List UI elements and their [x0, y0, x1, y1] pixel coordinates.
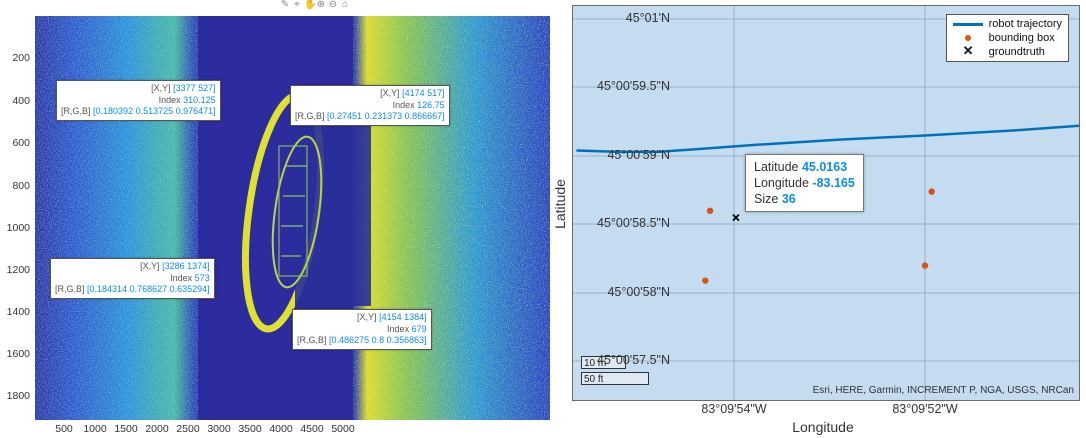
- home-icon[interactable]: ⌂: [341, 0, 349, 10]
- lon-tick-label: 83°09'52"W: [892, 402, 958, 416]
- legend-label: bounding box: [988, 32, 1055, 44]
- brush-icon[interactable]: ✎: [280, 0, 290, 10]
- datatip-value: 310.125: [183, 94, 216, 105]
- dot-marker-icon: [951, 31, 985, 45]
- x-tick-label: 1500: [114, 423, 138, 435]
- y-tick-label: 800: [12, 180, 30, 192]
- datatip-label: Index: [392, 99, 415, 110]
- datatip[interactable]: [X,Y] [3286 1374] Index 573 [R,G,B] [0.1…: [50, 258, 215, 299]
- datatip-value: [0.180392 0.513725 0.976471]: [93, 106, 216, 116]
- datatip-label: Index: [158, 94, 181, 105]
- datatip[interactable]: [X,Y] [4174 517] Index 126.75 [R,G,B] [0…: [290, 85, 450, 126]
- x-tick-label: 2500: [176, 423, 200, 435]
- sonar-figure: ✎ ⌖ ✋ ⊕ ⊖ ⌂: [6, 0, 550, 435]
- lat-tick-label: 45°00'59.5"N: [597, 79, 670, 93]
- x-tick-label: 3500: [238, 423, 262, 435]
- legend[interactable]: robot trajectory bounding box ✕ groundtr…: [945, 14, 1069, 62]
- zoom-in-icon[interactable]: ⊕: [316, 0, 326, 10]
- datatip-label: Size: [754, 192, 779, 206]
- datatip-value: [4154 1384]: [379, 312, 427, 322]
- geoplot-figure: Latitude robot trajectory: [552, 0, 1086, 438]
- datatip-label: [R,G,B]: [295, 111, 325, 121]
- datatip-value: 573: [194, 272, 210, 283]
- scale-bar-imperial: 50 ft: [581, 372, 649, 385]
- datatip-icon[interactable]: ⌖: [294, 0, 300, 10]
- datatip-label: Latitude: [754, 160, 799, 174]
- datatip-value: [4174 517]: [402, 88, 445, 98]
- bounding-box-marker[interactable]: [706, 207, 714, 214]
- y-tick-label: 400: [12, 95, 30, 107]
- datatip-label: Index: [387, 323, 410, 334]
- trajectory-line-icon: [951, 17, 985, 31]
- y-tick-label: 1600: [6, 348, 30, 360]
- legend-item: bounding box: [951, 31, 1062, 45]
- robot-trajectory-line[interactable]: [576, 124, 1079, 154]
- legend-item: robot trajectory: [951, 17, 1062, 31]
- x-tick-label: 4500: [300, 423, 324, 435]
- y-tick-label: 1800: [6, 390, 30, 402]
- datatip-label: [R,G,B]: [297, 335, 327, 345]
- datatip-value: [3286 1374]: [162, 261, 210, 271]
- x-tick-label: 500: [55, 423, 73, 435]
- legend-item: ✕ groundtruth: [951, 43, 1062, 59]
- x-tick-label: 3000: [207, 423, 231, 435]
- datatip[interactable]: [X,Y] [4154 1384] Index 679 [R,G,B] [0.4…: [292, 309, 432, 350]
- datatip-label: [R,G,B]: [55, 284, 85, 294]
- sonar-image-axes[interactable]: [35, 16, 550, 420]
- bounding-box-marker[interactable]: [921, 262, 929, 269]
- datatip-value: [0.486275 0.8 0.356863]: [329, 335, 427, 345]
- datatip[interactable]: Latitude 45.0163 Longitude -83.165 Size …: [745, 154, 864, 212]
- x-axis-label: Longitude: [792, 419, 854, 435]
- legend-label: robot trajectory: [988, 18, 1062, 30]
- bounding-box-marker[interactable]: [928, 188, 935, 195]
- lon-tick-label: 83°09'54"W: [701, 402, 767, 416]
- datatip[interactable]: [X,Y] [3377 527] Index 310.125 [R,G,B] […: [56, 80, 221, 121]
- datatip-value: -83.165: [812, 176, 855, 190]
- y-tick-label: 1200: [6, 264, 30, 276]
- datatip-label: Index: [170, 272, 193, 283]
- y-tick-label: 200: [12, 52, 30, 64]
- datatip-label: [X,Y]: [380, 88, 400, 98]
- datatip-value: 45.0163: [801, 160, 848, 174]
- x-tick-label: 1000: [83, 423, 107, 435]
- legend-label: groundtruth: [988, 46, 1045, 58]
- y-tick-label: 1400: [6, 306, 30, 318]
- axes-toolbar: ✎ ⌖ ✋ ⊕ ⊖ ⌂: [280, 0, 350, 14]
- x-tick-label: 4000: [269, 423, 293, 435]
- datatip-value: 679: [411, 323, 427, 334]
- y-axis-label: Latitude: [552, 179, 568, 229]
- datatip-value: [0.184314 0.768627 0.635294]: [87, 284, 210, 294]
- map-attribution: Esri, HERE, Garmin, INCREMENT P, NGA, US…: [812, 385, 1074, 396]
- sonar-image: [35, 16, 550, 420]
- lat-tick-label: 45°01'N: [625, 11, 670, 25]
- datatip-value: [3377 527]: [173, 83, 216, 93]
- scale-bar-metric: 10 m: [581, 356, 626, 369]
- datatip-label: [X,Y]: [151, 83, 171, 93]
- geo-axes[interactable]: robot trajectory bounding box ✕ groundtr…: [572, 5, 1080, 401]
- cross-marker-icon: ✕: [962, 43, 974, 58]
- lat-tick-label: 45°00'57.5"N: [597, 353, 670, 367]
- datatip-label: [X,Y]: [140, 261, 160, 271]
- y-tick-label: 600: [12, 137, 30, 149]
- y-tick-label: 1000: [6, 222, 30, 234]
- lat-tick-label: 45°00'58"N: [607, 285, 670, 299]
- x-tick-label: 2000: [145, 423, 169, 435]
- datatip-label: [X,Y]: [357, 312, 377, 322]
- datatip-value: 36: [781, 192, 796, 206]
- datatip-label: Longitude: [754, 176, 809, 190]
- groundtruth-marker[interactable]: [732, 214, 740, 222]
- lat-tick-label: 45°00'59"N: [607, 148, 670, 162]
- lat-tick-label: 45°00'58.5"N: [597, 216, 670, 230]
- x-tick-label: 5000: [331, 423, 355, 435]
- datatip-value: 126.75: [417, 99, 445, 110]
- datatip-value: [0.27451 0.231373 0.866667]: [327, 111, 445, 121]
- zoom-out-icon[interactable]: ⊖: [328, 0, 338, 10]
- datatip-label: [R,G,B]: [61, 106, 91, 116]
- pan-icon[interactable]: ✋: [304, 0, 317, 10]
- bounding-box-marker[interactable]: [702, 277, 709, 284]
